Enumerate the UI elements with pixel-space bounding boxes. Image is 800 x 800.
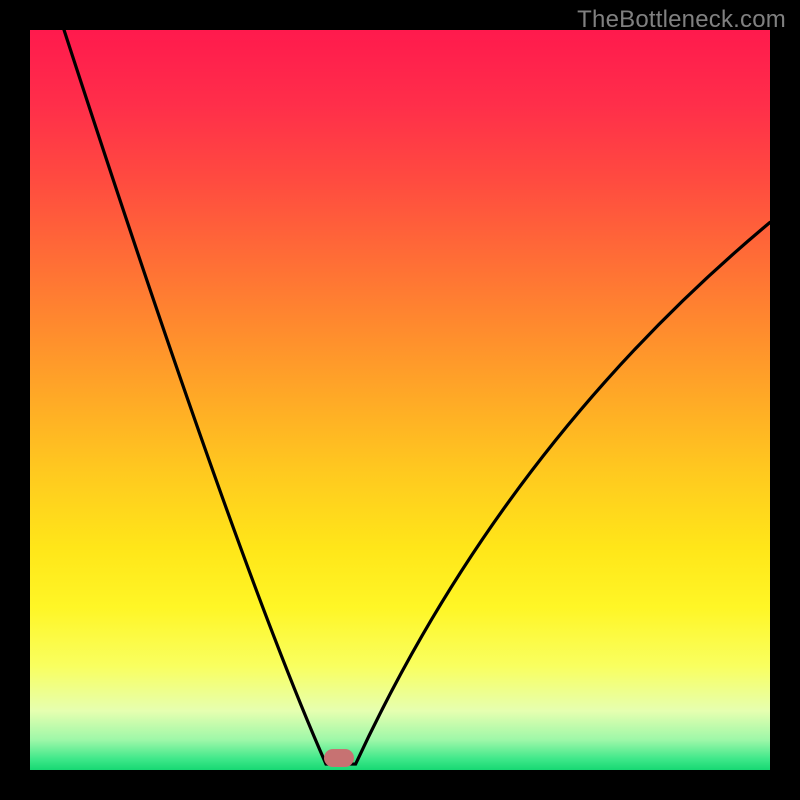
watermark-text: TheBottleneck.com: [577, 6, 786, 34]
optimal-point-marker: [324, 749, 354, 767]
plot-area: [30, 30, 770, 770]
bottleneck-curve: [30, 30, 770, 770]
